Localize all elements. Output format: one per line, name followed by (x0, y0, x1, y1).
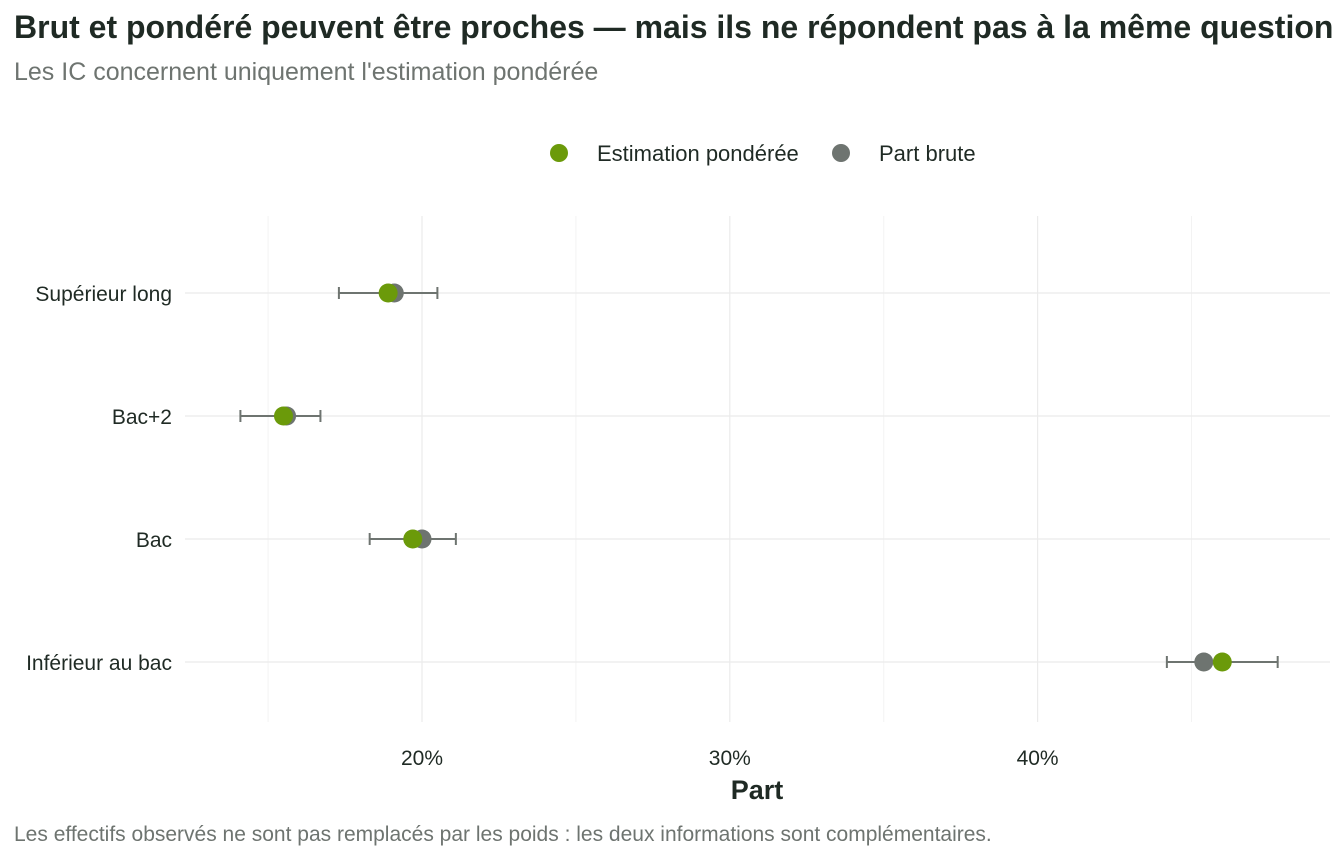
legend-marker-part-brute (832, 144, 850, 162)
x-tick-label: 20% (401, 747, 443, 770)
point-estimation-ponderee-superieur-long (378, 283, 398, 303)
error-bars (239, 287, 1279, 668)
point-estimation-ponderee-bac (403, 529, 423, 549)
y-tick-label-bac-2: Bac+2 (112, 406, 172, 429)
y-tick-label-bac: Bac (136, 529, 172, 552)
legend: Estimation pondérée Part brute (550, 141, 976, 166)
data-points (273, 283, 1232, 672)
chart-subtitle: Les IC concernent uniquement l'estimatio… (14, 58, 599, 86)
legend-marker-estimation-ponderee (550, 144, 568, 162)
x-axis-title: Part (731, 775, 784, 805)
point-estimation-ponderee-bac-2 (273, 406, 293, 426)
y-tick-label-inferieur-au-bac: Inférieur au bac (26, 652, 172, 675)
x-tick-label: 30% (709, 747, 751, 770)
legend-label-part-brute: Part brute (879, 141, 976, 166)
y-tick-label-superieur-long: Supérieur long (35, 283, 172, 306)
x-tick-label: 40% (1017, 747, 1059, 770)
y-axis-labels: Supérieur long Bac+2 Bac Inférieur au bac (26, 283, 172, 675)
legend-label-estimation-ponderee: Estimation pondérée (597, 141, 799, 166)
grid-lines (185, 216, 1330, 722)
chart-title: Brut et pondéré peuvent être proches — m… (14, 9, 1334, 45)
point-part-brute-inferieur-au-bac (1194, 652, 1214, 672)
chart-caption: Les effectifs observés ne sont pas rempl… (14, 823, 992, 846)
x-axis-tick-labels: 20% 30% 40% (401, 747, 1059, 770)
point-estimation-ponderee-inferieur-au-bac (1212, 652, 1232, 672)
